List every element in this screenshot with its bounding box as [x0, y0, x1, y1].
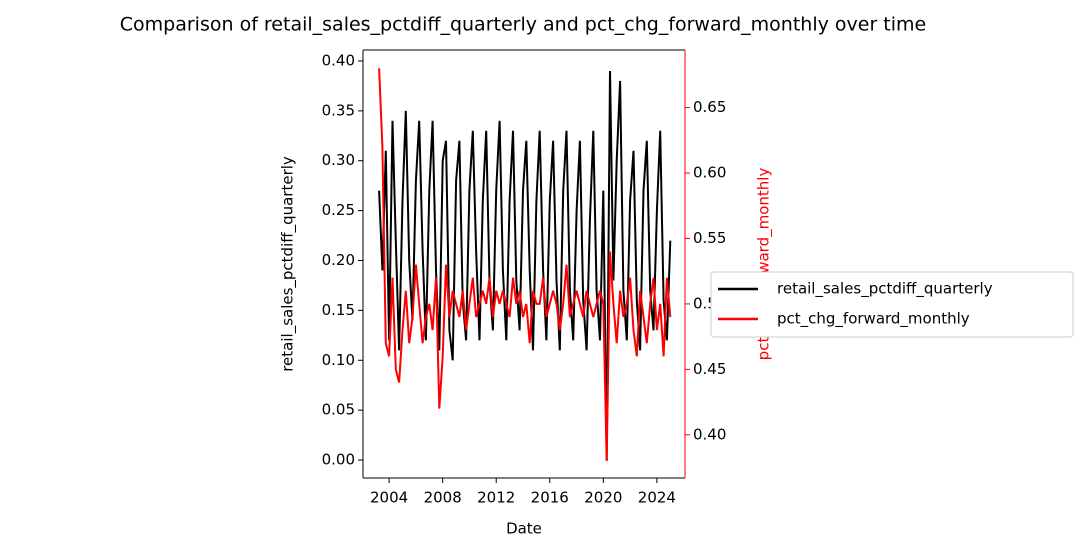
y-tick-label: 0.40 [322, 51, 355, 69]
y2-tick-label: 0.60 [693, 164, 726, 182]
y-tick-label: 0.10 [322, 351, 355, 369]
y-tick-label: 0.25 [322, 201, 355, 219]
x-tick-label: 2020 [584, 489, 622, 507]
y2-tick-label: 0.65 [693, 98, 726, 116]
y2-tick-label: 0.55 [693, 229, 726, 247]
y-tick-label: 0.30 [322, 151, 355, 169]
data-line [378, 70, 672, 461]
y-tick-label: 0.00 [322, 451, 355, 469]
legend-label: pct_chg_forward_monthly [777, 310, 970, 329]
y2-tick-label: 0.40 [693, 425, 726, 443]
y-tick-label: 0.35 [322, 101, 355, 119]
x-tick-label: 2004 [370, 489, 408, 507]
x-tick-label: 2012 [477, 489, 515, 507]
legend-label: retail_sales_pctdiff_quarterly [777, 280, 993, 299]
y-axis-label: retail_sales_pctdiff_quarterly [279, 156, 298, 372]
y-tick-label: 0.05 [322, 401, 355, 419]
y-tick-label: 0.15 [322, 301, 355, 319]
x-axis-label: Date [506, 520, 542, 538]
legend-box [710, 271, 1074, 338]
chart-title: Comparison of retail_sales_pctdiff_quart… [120, 14, 926, 36]
data-line [378, 68, 672, 462]
y-tick-label: 0.20 [322, 251, 355, 269]
x-tick-label: 2024 [638, 489, 676, 507]
y2-tick-label: 0.45 [693, 360, 726, 378]
x-tick-label: 2008 [424, 489, 462, 507]
x-tick-label: 2016 [531, 489, 569, 507]
